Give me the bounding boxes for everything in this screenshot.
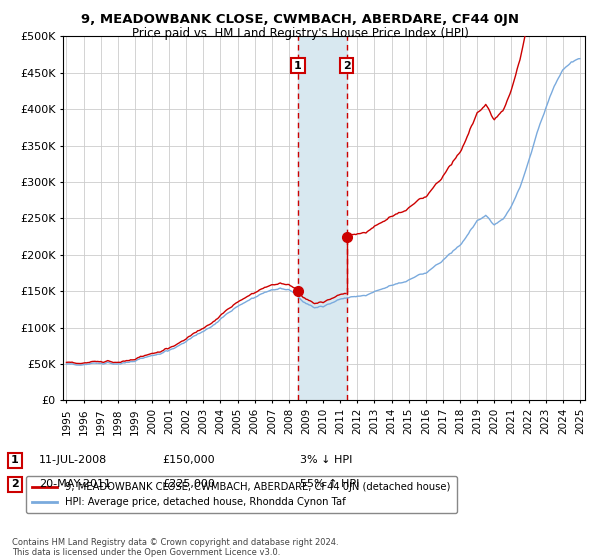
Text: 1: 1 (294, 60, 302, 71)
Text: Contains HM Land Registry data © Crown copyright and database right 2024.
This d: Contains HM Land Registry data © Crown c… (12, 538, 338, 557)
Text: Price paid vs. HM Land Registry's House Price Index (HPI): Price paid vs. HM Land Registry's House … (131, 27, 469, 40)
Text: 1: 1 (11, 455, 19, 465)
Text: 55% ↑ HPI: 55% ↑ HPI (300, 479, 359, 489)
Bar (298, 36, 347, 400)
Text: 20-MAY-2011: 20-MAY-2011 (39, 479, 111, 489)
Text: 2: 2 (343, 60, 350, 71)
Text: £150,000: £150,000 (162, 455, 215, 465)
Text: 11-JUL-2008: 11-JUL-2008 (39, 455, 107, 465)
Legend: 9, MEADOWBANK CLOSE, CWMBACH, ABERDARE, CF44 0JN (detached house), HPI: Average : 9, MEADOWBANK CLOSE, CWMBACH, ABERDARE, … (26, 477, 457, 514)
Text: 9, MEADOWBANK CLOSE, CWMBACH, ABERDARE, CF44 0JN: 9, MEADOWBANK CLOSE, CWMBACH, ABERDARE, … (81, 13, 519, 26)
Text: 2: 2 (11, 479, 19, 489)
Text: 3% ↓ HPI: 3% ↓ HPI (300, 455, 352, 465)
Text: £225,000: £225,000 (162, 479, 215, 489)
